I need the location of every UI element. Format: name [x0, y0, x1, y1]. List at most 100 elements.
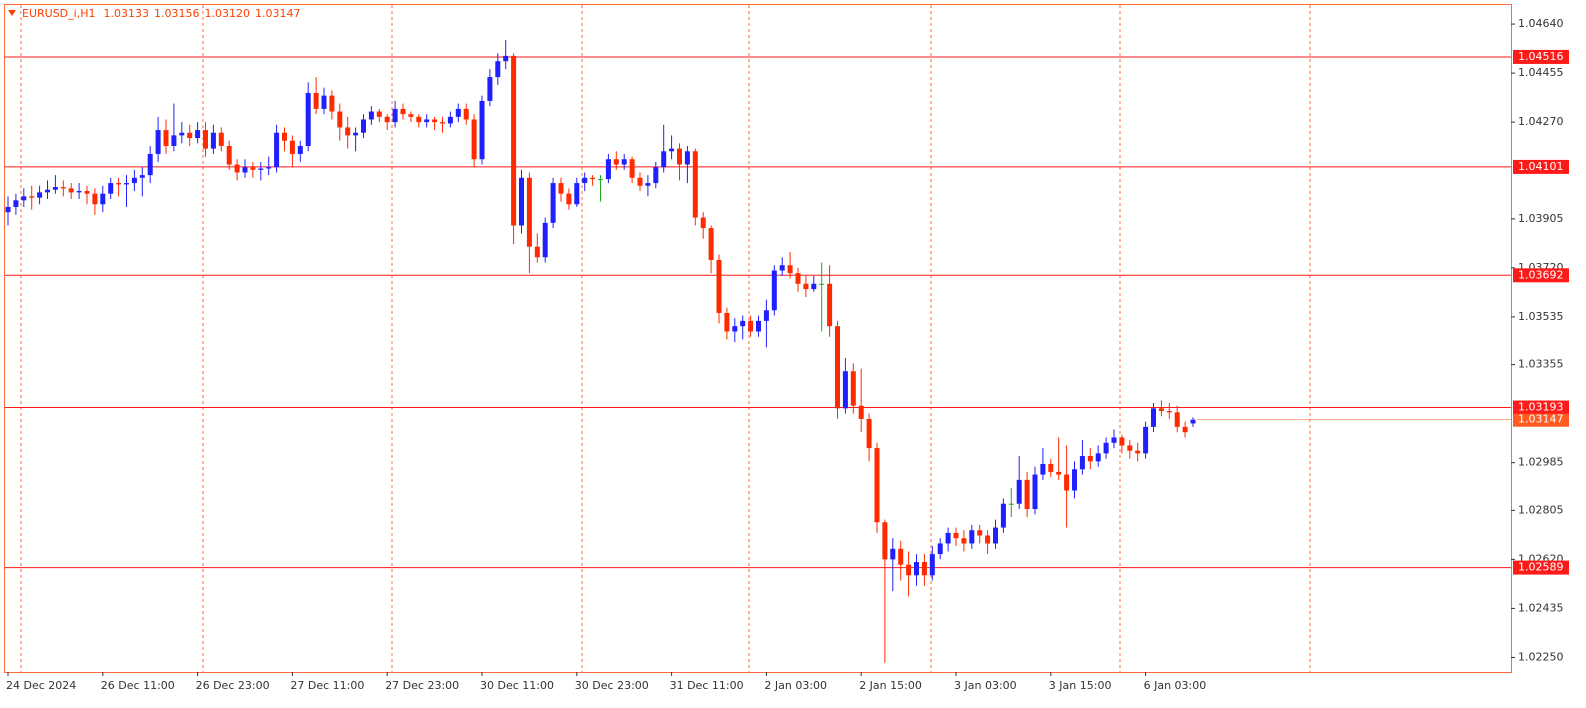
candle-body — [384, 116, 390, 123]
candle-body — [440, 122, 445, 124]
candle-body — [124, 183, 129, 185]
candle-body — [1158, 408, 1164, 411]
candle-body — [969, 530, 975, 544]
candle-body — [487, 77, 493, 101]
candle-body — [842, 371, 848, 409]
header-arrow[interactable] — [8, 10, 16, 16]
candle-body — [716, 259, 722, 313]
candle-body — [1103, 442, 1109, 454]
candle-body — [250, 167, 256, 170]
candle-body — [629, 159, 635, 178]
candle-body — [210, 132, 216, 149]
candle-body — [763, 310, 769, 321]
level-tag — [1513, 400, 1569, 415]
candle-body — [503, 55, 509, 62]
candle-body — [613, 159, 619, 165]
candle-body — [890, 548, 896, 560]
candle-body — [511, 55, 517, 226]
header-quote: 1.03156 — [154, 7, 200, 20]
candle-body — [163, 130, 169, 146]
candle-body — [337, 111, 343, 128]
y-tick-label: 1.02805 — [1518, 503, 1564, 516]
candle-body — [1032, 474, 1038, 510]
candle-body — [519, 177, 524, 226]
candle-body — [432, 119, 438, 123]
candle-body — [1190, 419, 1196, 424]
candle-body — [661, 151, 667, 168]
candle-body — [1111, 437, 1117, 443]
candle-body — [748, 320, 754, 332]
candle-body — [914, 562, 919, 576]
candle-body — [5, 206, 11, 213]
candle-body — [708, 228, 714, 260]
candle-body — [234, 164, 240, 173]
candle-body — [45, 189, 50, 193]
candle-body — [1048, 463, 1054, 472]
x-tick-label: 27 Dec 11:00 — [290, 679, 364, 692]
candle-body — [21, 196, 27, 201]
candle-body — [803, 283, 809, 290]
plot-frame — [4, 4, 1512, 673]
candle-body — [1056, 471, 1062, 475]
candle-body — [424, 119, 430, 123]
candle-body — [258, 168, 264, 170]
candle-body — [1064, 474, 1070, 491]
x-tick-label: 3 Jan 03:00 — [954, 679, 1017, 692]
candle-body — [550, 183, 556, 223]
header-quote: 1.03133 — [103, 7, 149, 20]
candle-body — [605, 159, 611, 180]
candle-body — [771, 270, 777, 311]
candle-body — [37, 192, 43, 198]
candle-body — [368, 111, 374, 120]
candle-body — [929, 554, 935, 576]
candle-body — [116, 183, 122, 185]
candle-body — [329, 95, 335, 112]
candle-body — [282, 132, 287, 141]
y-tick-label: 1.04640 — [1518, 17, 1564, 30]
candle-body — [669, 148, 675, 152]
candle-body — [305, 92, 311, 146]
candle-body — [100, 193, 106, 205]
candle-body — [590, 177, 596, 180]
y-tick-label: 1.02250 — [1518, 650, 1564, 663]
candle-body — [953, 532, 959, 539]
level-tag — [1513, 560, 1569, 575]
candle-body — [740, 320, 746, 327]
candle-body — [289, 140, 295, 154]
candle-body — [1079, 456, 1085, 470]
candle-body — [732, 326, 738, 332]
candle-body — [179, 132, 185, 136]
header-quote: 1.03120 — [204, 7, 250, 20]
candle-body — [52, 187, 58, 190]
candle-body — [147, 153, 153, 176]
candle-body — [1008, 503, 1014, 505]
candle-body — [858, 405, 864, 419]
candle-body — [361, 119, 366, 133]
candle-body — [187, 132, 193, 139]
candle-body — [1182, 426, 1188, 433]
candle-body — [1127, 445, 1133, 451]
candle-body — [582, 177, 588, 184]
level-tag-label: 1.04516 — [1518, 50, 1564, 63]
candle-body — [266, 167, 272, 169]
current-price-tag — [1513, 413, 1569, 427]
candle-body — [677, 148, 682, 165]
y-tick-label: 1.03905 — [1518, 212, 1564, 225]
candle-body — [574, 183, 580, 205]
candle-body — [898, 548, 904, 565]
candle-body — [392, 108, 398, 123]
candle-body — [874, 448, 880, 523]
candle-body — [827, 283, 833, 327]
candle-body — [850, 371, 856, 406]
candle-body — [321, 95, 327, 109]
candle-body — [945, 532, 951, 544]
x-tick-label: 27 Dec 23:00 — [385, 679, 459, 692]
x-tick-label: 26 Dec 23:00 — [196, 679, 270, 692]
candle-body — [779, 265, 785, 271]
candle-body — [455, 108, 461, 117]
candle-body — [756, 320, 761, 332]
x-tick-label: 31 Dec 11:00 — [670, 679, 744, 692]
candle-body — [558, 183, 564, 194]
